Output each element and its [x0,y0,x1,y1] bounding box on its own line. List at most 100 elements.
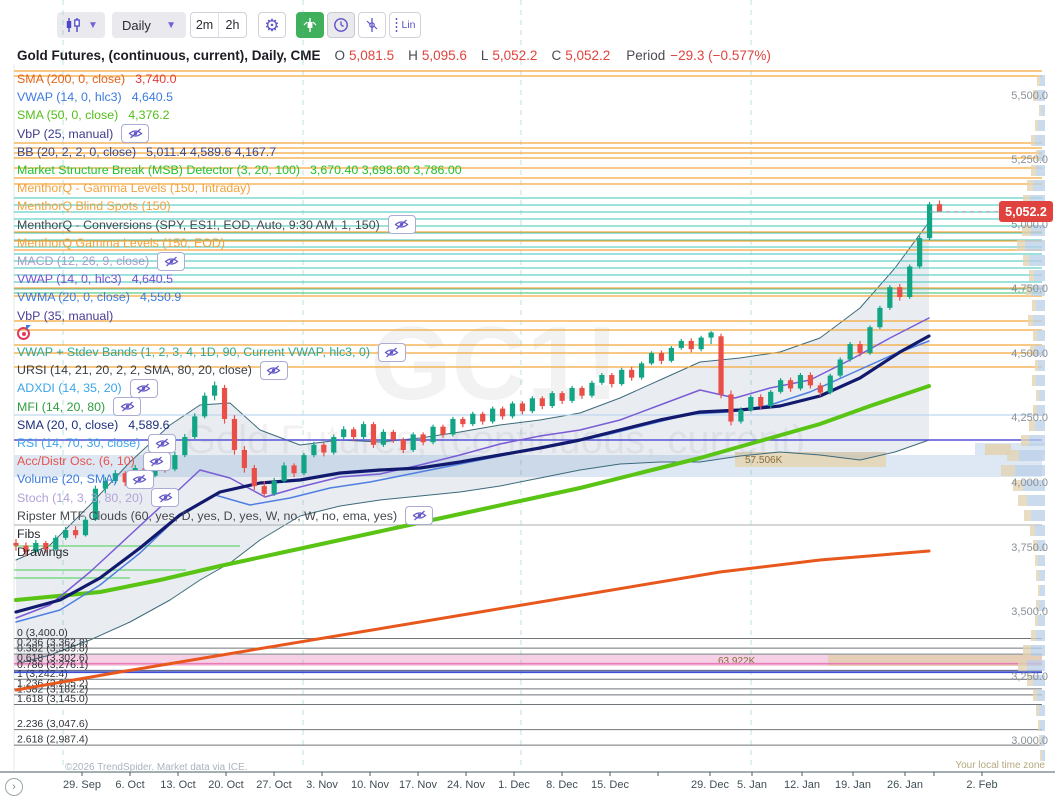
visibility-off-icon[interactable] [148,433,177,453]
settings-button[interactable]: ⚙ [258,12,286,38]
date-tick-label: 17. Nov [399,779,437,791]
indicator-row[interactable]: MACD (12, 26, 9, close) [17,251,186,271]
indicator-row[interactable]: Drawings [17,543,69,561]
candle-body [72,530,79,536]
vbp-bar-tan [1030,345,1035,356]
vbp-bar-blue [1041,105,1045,116]
visibility-off-icon[interactable] [121,124,150,144]
visibility-off-icon[interactable] [151,488,180,508]
candle-body [638,363,645,378]
candle-body [847,344,853,360]
candle-body [609,375,615,385]
timeframe-dropdown[interactable]: Daily ▼ [112,12,186,38]
vbp-bar-tan [1039,735,1041,746]
linear-scale-button[interactable]: Lin [389,12,421,38]
date-tick-label: 27. Oct [256,779,292,791]
indicator-row[interactable]: Volume (20, SMA) [17,469,154,489]
candle-body [926,204,933,239]
visibility-off-icon[interactable] [259,360,288,380]
visibility-off-icon[interactable] [142,451,171,471]
indicator-row[interactable]: MenthorQ Gamma Levels (150, EOD) [17,234,225,252]
lin-label: Lin [401,19,416,31]
vbp-bar-tan [1027,675,1033,686]
indicator-row[interactable]: MenthorQ - Gamma Levels (150, Intraday) [17,179,250,197]
anchored-indicator-button[interactable] [358,12,386,38]
analysis-button-active[interactable] [296,12,324,38]
visibility-off-icon[interactable] [377,342,406,362]
vbp-bar-blue [1019,450,1045,461]
vbp-bar-blue [1031,510,1045,521]
candle-body [778,380,784,392]
indicator-row[interactable]: ADXDI (14, 35, 20) [17,378,158,398]
vbp-bar-blue [1033,315,1045,326]
candle-body [718,336,724,395]
indicator-row[interactable]: VbP (25, manual) [17,124,150,144]
indicator-row[interactable]: VWMA (20, 0, close) 4,550.9 [17,288,181,306]
indicator-row[interactable]: RSI (14, 70, 30, close) [17,433,177,453]
indicator-label: MenthorQ Blind Spots (150) [17,199,171,214]
vbp-bar-blue [1035,135,1045,146]
time-settings-button[interactable] [327,12,355,38]
candle-body [122,473,128,483]
candle-body [63,530,69,538]
candle-body [13,542,19,546]
visibility-off-icon[interactable] [387,215,416,235]
indicator-row[interactable]: MenthorQ - Conversions (SPY, ES1!, EOD, … [17,215,416,235]
date-tick-label: 10. Nov [351,779,389,791]
indicator-row[interactable]: SMA (50, 0, close) 4,376.2 [17,106,170,124]
indicator-label: Fibs [17,527,41,541]
chart-type-button[interactable]: ▼ [57,12,105,38]
indicator-row[interactable]: SMA (20, 0, close) 4,589.6 [17,416,170,434]
candle-body [360,424,367,438]
candle-body [509,403,516,417]
indicator-row[interactable]: Market Structure Break (MSB) Detector (3… [17,161,462,179]
timeframe-2m-button[interactable]: 2m [195,18,214,32]
candle-body [321,444,327,453]
vbp-bar-blue [1037,405,1045,416]
timeframe-2h-button[interactable]: 2h [218,13,246,37]
indicator-row[interactable]: BB (20, 2, 2, 0, close) 5,011.4 4,589.6 4… [17,143,276,161]
vbp-bar-tan [1035,615,1038,626]
indicator-row[interactable]: Fibs [17,525,40,543]
ohlc-value: 5,081.5 [349,48,395,63]
symbol-title: Gold Futures, (continuous, current), Dai… [17,48,321,63]
indicator-row[interactable]: Acc/Distr Osc. (6, 10) [17,451,171,471]
vbp-bar-blue [1029,435,1045,446]
candle-body [499,408,506,417]
expand-toolbar-button[interactable]: › [5,778,23,796]
candle-body [569,387,575,401]
vbp-bar-tan [1033,405,1037,416]
indicator-row[interactable]: VWAP (14, 0, hlc3) 4,640.5 [17,270,173,288]
visibility-off-icon[interactable] [113,397,142,417]
fib-level-label: 0.236 (3,362.8) [17,637,88,649]
vbp-bar-blue [1031,645,1045,656]
indicator-row[interactable]: VWAP + Stdev Bands (1, 2, 3, 4, 1D, 90, … [17,342,406,362]
candle-body [23,545,29,553]
visibility-off-icon[interactable] [129,378,158,398]
candle-body [629,369,635,378]
vbp-bar-blue [1035,345,1045,356]
candle-body [92,488,99,520]
indicator-row[interactable]: SMA (200, 0, close) 3,740.0 [17,70,176,88]
indicator-label: VWAP + Stdev Bands (1, 2, 3, 4, 1D, 90, … [17,345,370,359]
vbp-bar-blue [1025,240,1045,251]
visibility-off-icon[interactable] [125,469,154,489]
legend-target-icon-row[interactable] [17,325,30,343]
indicator-row[interactable]: MenthorQ Blind Spots (150) [17,197,171,215]
indicator-label: SMA (200, 0, close) [17,72,126,86]
vbp-bar-tan [1035,360,1038,371]
visibility-off-icon[interactable] [405,506,434,526]
dotted-axis-icon [396,17,398,33]
indicator-row[interactable]: VbP (35, manual) [17,307,113,325]
visibility-off-icon[interactable] [157,251,186,271]
indicator-row[interactable]: VWAP (14, 0, hlc3) 4,640.5 [17,88,173,106]
bb-lower-line [15,439,930,665]
indicator-row[interactable]: Stoch (14, 3, 3, 80, 20) [17,488,180,508]
indicator-row[interactable]: MFI (14, 20, 80) [17,397,142,417]
indicator-row[interactable]: URSI (14, 21, 20, 2, 2, SMA, 80, 20, clo… [17,360,288,380]
indicator-label: Ripster MTF Clouds (60, yes, D, yes, D, … [17,508,398,523]
candle-body [529,398,535,412]
price-tick-label: 3,500.0 [1011,606,1048,619]
indicator-row[interactable]: Ripster MTF Clouds (60, yes, D, yes, D, … [17,506,434,526]
